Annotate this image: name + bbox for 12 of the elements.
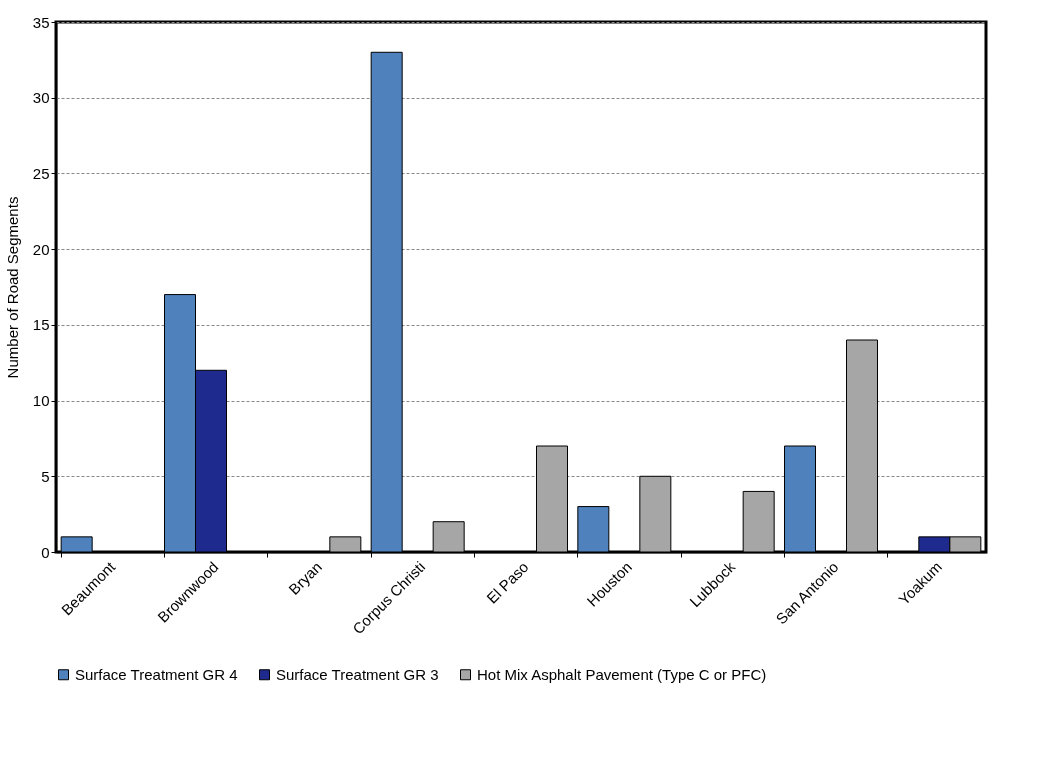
y-tick-label: 30 bbox=[32, 89, 50, 107]
y-tick-label: 0 bbox=[41, 543, 50, 561]
y-axis-title: Number of Road Segments bbox=[3, 196, 21, 379]
y-tick-label: 5 bbox=[41, 467, 50, 485]
y-tick-label: 25 bbox=[32, 164, 50, 182]
y-tick-label: 15 bbox=[32, 316, 50, 334]
y-tick-label: 35 bbox=[32, 13, 50, 31]
legend-label: Surface Treatment GR 4 bbox=[75, 665, 238, 683]
legend-label: Hot Mix Asphalt Pavement (Type C or PFC) bbox=[477, 665, 767, 683]
legend-label: Surface Treatment GR 3 bbox=[276, 665, 439, 683]
y-tick-label: 20 bbox=[32, 240, 50, 258]
y-tick-label: 10 bbox=[32, 392, 50, 410]
